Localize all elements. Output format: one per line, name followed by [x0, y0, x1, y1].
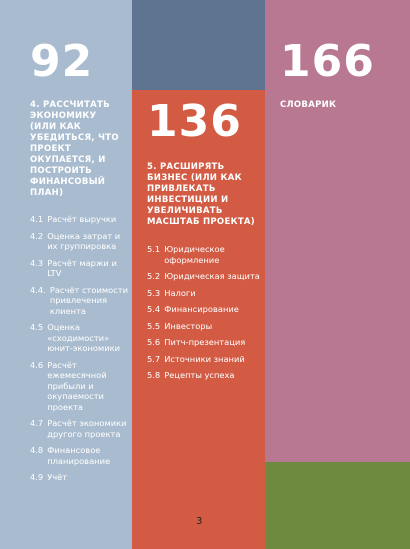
item-title: Расчёт ежемесячной прибыли и окупаемости…	[47, 359, 107, 412]
item-number: 4.1	[30, 214, 44, 224]
toc-item: 5.6 Питч-презентация	[147, 337, 263, 348]
item-number: 4.2	[30, 230, 44, 241]
column-bg	[132, 0, 265, 90]
item-title: Учёт	[47, 472, 68, 482]
item-title: Финансирование	[164, 304, 239, 314]
item-title: Расчёт выручки	[47, 214, 117, 224]
item-number: 4.6	[30, 359, 44, 370]
item-number: 5.1	[147, 244, 161, 254]
item-number: 5.7	[147, 353, 161, 364]
toc-item: 5.1 Юридическое оформление	[147, 244, 263, 265]
toc-item: 4.2 Оценка затрат и их группировка	[30, 231, 130, 252]
item-title: Юридическая защита	[164, 271, 260, 281]
toc-item: 5.8 Рецепты успеха	[147, 370, 263, 381]
item-number: 4.7	[30, 418, 44, 428]
item-title: Финансовое планирование	[47, 445, 111, 466]
item-number: 4.8	[30, 445, 44, 455]
toc-item: 5.5 Инвесторы	[147, 321, 263, 332]
toc-item: 4.6 Расчёт ежемесячной прибыли и окупаемо…	[30, 360, 130, 413]
item-title: Оценка затрат и их группировка	[47, 230, 121, 252]
page-number: 3	[196, 516, 203, 527]
toc-item: 4.3 Расчёт маржи и LTV	[30, 258, 130, 279]
toc-item: 5.2 Юридическая защита	[147, 271, 263, 282]
chapter-heading: 4. РАССЧИТАТЬ ЭКОНОМИКУ (ИЛИ КАК УБЕДИТЬ…	[30, 100, 119, 198]
item-number: 5.2	[147, 271, 161, 281]
item-number: 5.3	[147, 287, 161, 298]
item-number: 5.8	[147, 370, 161, 380]
toc-item: 4.5 Оценка «сходимости» юнит-экономики	[30, 322, 130, 354]
item-number: 5.4	[147, 304, 161, 314]
item-list: 4.1 Расчёт выручки 4.2 Оценка затрат и их г…	[30, 214, 130, 483]
item-title: Расчёт маржи и LTV	[47, 257, 117, 279]
page-ref: 92	[30, 36, 94, 87]
chapter-heading: 5. РАСШИРЯТЬ БИЗНЕС (ИЛИ КАК ПРИВЛЕКАТЬ …	[147, 162, 255, 227]
toc-item: 4.1 Расчёт выручки	[30, 214, 130, 225]
toc-item: 5.7 Источники знаний	[147, 354, 263, 365]
toc-item: 4.7 Расчёт экономики другого проекта	[30, 418, 130, 439]
column-bg	[265, 462, 410, 549]
item-number: 4.5	[30, 322, 44, 332]
item-number: 5.5	[147, 320, 161, 331]
toc-item: 4.9 Учёт	[30, 472, 130, 483]
item-title: Рецепты успеха	[164, 370, 235, 380]
column-bg	[132, 90, 265, 549]
item-title: Питч-презентация	[164, 337, 246, 347]
toc-item: 5.3 Налоги	[147, 288, 263, 299]
page-ref: 136	[147, 96, 242, 147]
page-ref: 166	[280, 36, 375, 87]
item-title: Оценка «сходимости» юнит-экономики	[47, 322, 121, 353]
item-title: Юридическое оформление	[164, 244, 225, 265]
item-number: 4.4.	[30, 284, 46, 295]
item-number: 5.6	[147, 337, 161, 347]
column-bg	[265, 0, 410, 462]
item-title: Расчёт экономики другого проекта	[47, 418, 127, 439]
item-title: Расчёт стоимости привлечения клиента	[49, 284, 128, 316]
toc-item: 5.4 Финансирование	[147, 304, 263, 315]
item-title: Налоги	[164, 287, 196, 298]
toc-item: 4.4. Расчёт стоимости привлечения клиента	[30, 285, 130, 317]
item-list: 5.1 Юридическое оформление 5.2 Юридическая …	[147, 244, 263, 381]
toc-item: 4.8 Финансовое планирование	[30, 445, 130, 466]
column-bg	[0, 0, 132, 549]
item-number: 4.3	[30, 257, 44, 268]
item-title: Инвесторы	[164, 320, 213, 331]
item-number: 4.9	[30, 472, 44, 482]
chapter-heading: СЛОВАРИК	[280, 100, 337, 110]
item-title: Источники знаний	[164, 353, 245, 364]
